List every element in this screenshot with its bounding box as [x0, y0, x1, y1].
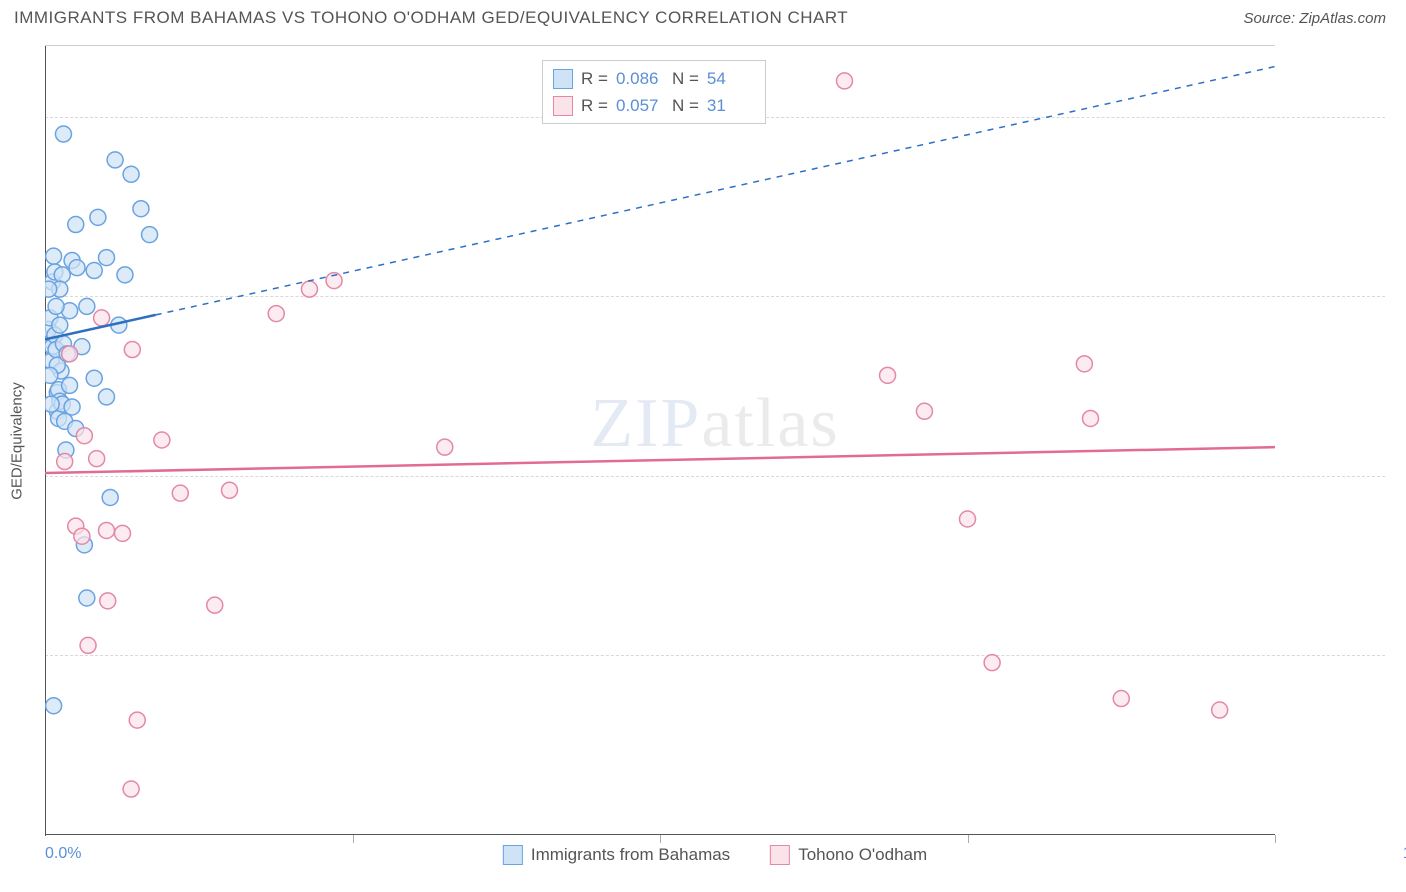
- chart-title: IMMIGRANTS FROM BAHAMAS VS TOHONO O'ODHA…: [14, 8, 848, 28]
- y-tick-label: 75.0%: [1390, 467, 1406, 485]
- legend-swatch: [553, 69, 573, 89]
- stat-n-label: N =: [672, 92, 699, 119]
- stat-n-value: 31: [707, 92, 755, 119]
- legend-label: Immigrants from Bahamas: [531, 845, 730, 865]
- y-axis: [45, 46, 46, 836]
- y-tick-label: 87.5%: [1390, 287, 1406, 305]
- legend-swatch: [770, 845, 790, 865]
- legend-swatch: [503, 845, 523, 865]
- legend-stats-row: R = 0.086 N = 54: [553, 65, 755, 92]
- stat-r-value: 0.086: [616, 65, 664, 92]
- y-axis-title: GED/Equivalency: [9, 382, 26, 500]
- x-tick: [1275, 835, 1276, 843]
- stat-r-value: 0.057: [616, 92, 664, 119]
- legend-stats-row: R = 0.057 N = 31: [553, 92, 755, 119]
- x-tick: [353, 835, 354, 843]
- x-tick: [660, 835, 661, 843]
- stat-r-label: R =: [581, 65, 608, 92]
- legend-item: Tohono O'odham: [770, 845, 927, 865]
- legend-item: Immigrants from Bahamas: [503, 845, 730, 865]
- x-tick: [968, 835, 969, 843]
- stat-n-label: N =: [672, 65, 699, 92]
- scatter-chart: GED/Equivalency 0.0% 100.0% ZIPatlas R =…: [45, 45, 1385, 835]
- legend-bottom: Immigrants from Bahamas Tohono O'odham: [503, 845, 927, 865]
- legend-stats-box: R = 0.086 N = 54 R = 0.057 N = 31: [542, 60, 766, 124]
- legend-label: Tohono O'odham: [798, 845, 927, 865]
- stat-r-label: R =: [581, 92, 608, 119]
- stat-n-value: 54: [707, 65, 755, 92]
- x-min-label: 0.0%: [45, 845, 81, 863]
- y-tick-label: 100.0%: [1390, 108, 1406, 126]
- source-label: Source: ZipAtlas.com: [1243, 10, 1386, 27]
- legend-swatch: [553, 96, 573, 116]
- y-tick-label: 62.5%: [1390, 646, 1406, 664]
- plot-area: GED/Equivalency 0.0%: [45, 45, 1275, 835]
